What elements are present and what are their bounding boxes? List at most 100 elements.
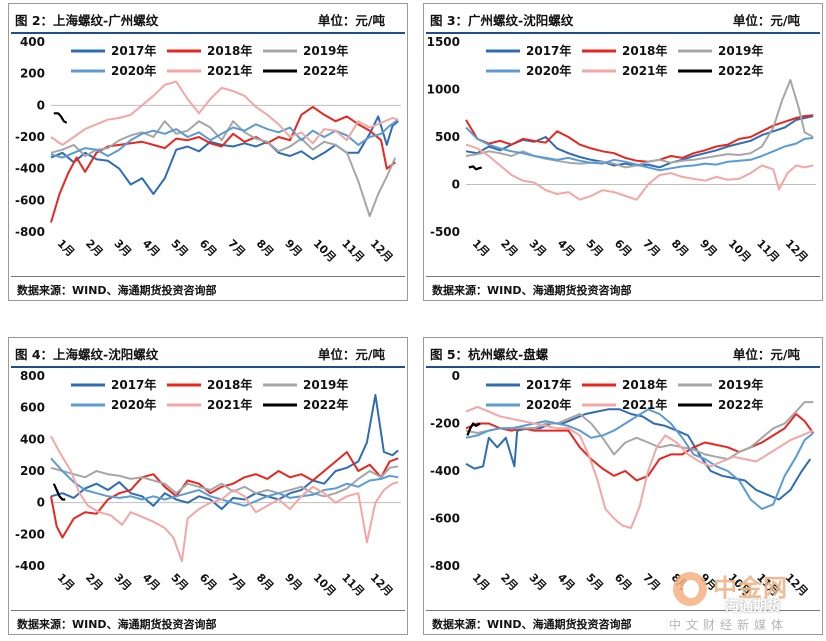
legend-label: 2017年 (111, 43, 156, 58)
source-note: 数据来源：WIND、海通期货投资咨询部 (432, 284, 632, 297)
y-tick-label: 200 (20, 67, 45, 81)
legend-item: 2020年 (71, 397, 156, 412)
legend-label: 2018年 (207, 43, 252, 58)
x-tick-label: 1月 (470, 237, 492, 259)
y-tick-label: 600 (20, 401, 45, 415)
x-tick-label: 2月 (83, 237, 105, 259)
chart-title: 图 5：杭州螺纹-盘螺 (430, 347, 549, 362)
legend-label: 2019年 (303, 377, 348, 392)
series-line (465, 408, 812, 501)
series-line (50, 105, 396, 223)
legend-label: 2022年 (303, 63, 348, 78)
chart-title: 图 2：上海螺纹-广州螺纹 (15, 13, 159, 28)
x-tick-label: 2月 (83, 571, 105, 593)
y-tick-label: 0 (37, 496, 45, 510)
series-line (465, 405, 814, 529)
x-tick-label: 7月 (640, 237, 662, 259)
legend-item: 2018年 (582, 377, 667, 392)
chart-area: -800 -600 -400 -200 0 200 400 1月 2月 3月 4月 5月 6月 7月 8月 9… (9, 34, 409, 272)
x-tick-label: 10月 (726, 237, 754, 265)
y-tick-label: -600 (15, 193, 45, 207)
legend-label: 2021年 (207, 397, 252, 412)
x-tick-label: 9月 (282, 237, 304, 259)
x-tick-label: 2月 (498, 237, 520, 259)
x-tick-label: 9月 (697, 237, 719, 259)
legend-label: 2019年 (718, 377, 763, 392)
unit-label: 单位：元/吨 (732, 347, 800, 362)
y-tick-label: 0 (452, 369, 460, 383)
x-tick-label: 5月 (168, 571, 190, 593)
x-tick-label: 10月 (311, 237, 339, 265)
legend-item: 2022年 (263, 63, 348, 78)
legend-item: 2019年 (263, 43, 348, 58)
header-rule (426, 366, 820, 368)
y-tick-label: 200 (20, 464, 45, 478)
unit-label: 单位：元/吨 (317, 13, 385, 28)
x-tick-label: 3月 (111, 571, 133, 593)
series-line (465, 114, 814, 163)
chart-panel-4: 图 5：杭州螺纹-盘螺 单位：元/吨 -800 -600 -400 -200 0 1月 2月… (423, 337, 823, 635)
legend-item: 2017年 (486, 377, 571, 392)
x-tick-label: 5月 (168, 237, 190, 259)
legend-label: 2022年 (718, 63, 763, 78)
x-tick-label: 6月 (197, 571, 219, 593)
x-tick-label: 12月 (783, 237, 811, 265)
chart-panel-2: 图 3：广州螺纹-沈阳螺纹 单位：元/吨 -500 0 500 1000 1500 1月 2… (423, 3, 823, 301)
series-line (465, 143, 814, 201)
legend-label: 2018年 (622, 377, 667, 392)
x-tick-label: 8月 (254, 237, 276, 259)
legend-item: 2020年 (71, 63, 156, 78)
chart-panel-3: 图 4：上海螺纹-沈阳螺纹 单位：元/吨 -400 -200 0 200 400 600 8… (8, 337, 408, 635)
y-tick-label: -200 (430, 417, 460, 431)
legend-label: 2018年 (207, 377, 252, 392)
legend-label: 2020年 (111, 63, 156, 78)
header-rule (11, 366, 405, 368)
watermark-footer: 中文财经新媒体 (669, 618, 789, 632)
legend-item: 2019年 (678, 377, 763, 392)
unit-label: 单位：元/吨 (732, 13, 800, 28)
legend-label: 2021年 (622, 63, 667, 78)
legend-label: 2020年 (111, 397, 156, 412)
legend-label: 2017年 (526, 43, 571, 58)
legend-item: 2021年 (582, 397, 667, 412)
y-tick-label: 0 (37, 98, 45, 112)
chart-svg: -800 -600 -400 -200 0 200 400 1月 2月 3月 4月 5月 6月 7月 8月 9… (15, 35, 401, 265)
legend-item: 2022年 (678, 397, 763, 412)
series-line (468, 165, 483, 171)
legend-label: 2020年 (526, 397, 571, 412)
chart-panel-1: 图 2：上海螺纹-广州螺纹 单位：元/吨 -800 -600 -400 -200 0 20… (8, 3, 408, 301)
x-tick-label: 11月 (339, 571, 367, 599)
y-tick-label: -200 (15, 527, 45, 541)
x-tick-label: 12月 (368, 571, 396, 599)
y-tick-label: -800 (15, 225, 45, 239)
x-tick-label: 6月 (197, 237, 219, 259)
x-tick-label: 1月 (470, 571, 492, 593)
x-tick-label: 8月 (669, 237, 691, 259)
source-note: 数据来源：WIND、海通期货投资咨询部 (432, 618, 632, 631)
y-tick-label: 800 (20, 369, 45, 383)
panel-header: 图 2：上海螺纹-广州螺纹 单位：元/吨 (9, 4, 407, 32)
legend-item: 2017年 (71, 377, 156, 392)
unit-label: 单位：元/吨 (317, 347, 385, 362)
y-tick-label: 400 (20, 35, 45, 49)
chart-area: -500 0 500 1000 1500 1月 2月 3月 4月 5月 6月 7月 8月 9月 10月 11月… (424, 34, 824, 272)
series-line (465, 79, 814, 169)
x-tick-label: 3月 (111, 237, 133, 259)
legend-item: 2018年 (582, 43, 667, 58)
y-tick-label: 0 (452, 178, 460, 192)
legend-item: 2020年 (486, 63, 571, 78)
series-line (50, 435, 399, 563)
legend-label: 2017年 (526, 377, 571, 392)
series-line (50, 451, 399, 539)
legend-item: 2018年 (167, 377, 252, 392)
y-tick-label: 500 (435, 130, 460, 144)
legend-item: 2017年 (71, 43, 156, 58)
legend-item: 2022年 (678, 63, 763, 78)
series-line (52, 483, 66, 501)
x-tick-label: 7月 (225, 237, 247, 259)
x-tick-label: 3月 (526, 571, 548, 593)
series-line (466, 422, 481, 436)
legend-item: 2019年 (678, 43, 763, 58)
series-line (465, 126, 814, 172)
y-tick-label: 1500 (427, 35, 460, 49)
